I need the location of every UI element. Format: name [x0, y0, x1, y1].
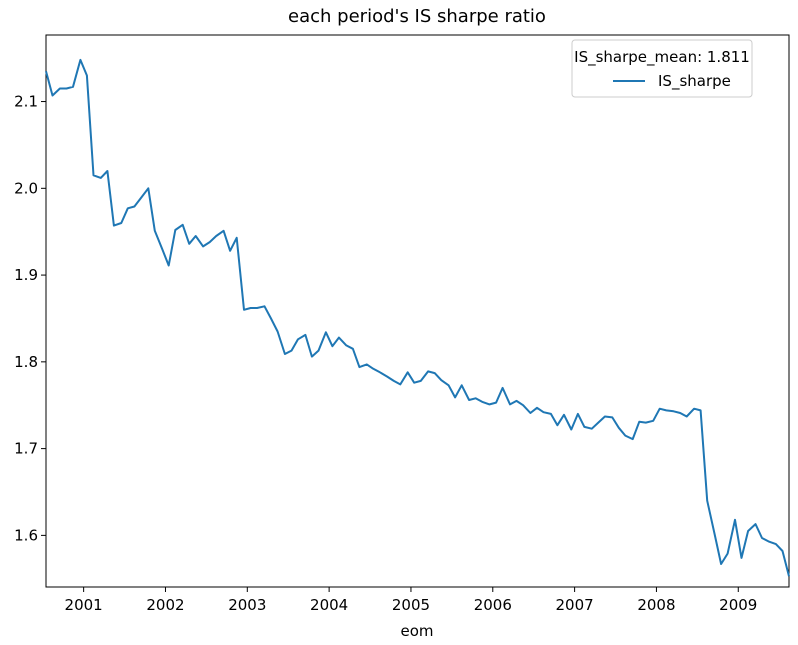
series-line-IS_sharpe	[45, 58, 790, 577]
legend-title: IS_sharpe_mean: 1.811	[574, 48, 750, 67]
x-tick-label: 2005	[392, 596, 430, 614]
x-tick-label: 2009	[719, 596, 757, 614]
y-tick-label: 1.8	[14, 353, 38, 371]
x-axis-label: eom	[400, 622, 433, 640]
x-axis: 2001 2002 2003 2004 2005 2006 2007 2008 2009	[65, 587, 757, 614]
x-tick-label: 2001	[65, 596, 103, 614]
y-tick-label: 1.6	[14, 526, 38, 544]
x-tick-label: 2003	[228, 596, 266, 614]
legend: IS_sharpe_mean: 1.811 IS_sharpe	[571, 39, 753, 98]
y-tick-label: 2.1	[14, 93, 38, 111]
y-axis: 1.6 1.7 1.8 1.9 2.0 2.1	[14, 93, 46, 544]
y-tick-label: 2.0	[14, 179, 38, 197]
x-tick-label: 2004	[310, 596, 348, 614]
plot-frame	[45, 34, 790, 588]
legend-entry-IS_sharpe: IS_sharpe	[658, 72, 731, 91]
chart-title: each period's IS sharpe ratio	[288, 6, 546, 27]
x-tick-label: 2002	[146, 596, 184, 614]
x-tick-label: 2008	[637, 596, 675, 614]
x-tick-label: 2006	[474, 596, 512, 614]
plot-area: 2001 2002 2003 2004 2005 2006 2007 2008 2009 1.6…	[14, 34, 790, 614]
x-tick-label: 2007	[556, 596, 594, 614]
legend-box	[571, 39, 753, 98]
y-tick-label: 1.9	[14, 266, 38, 284]
y-tick-label: 1.7	[14, 440, 38, 458]
